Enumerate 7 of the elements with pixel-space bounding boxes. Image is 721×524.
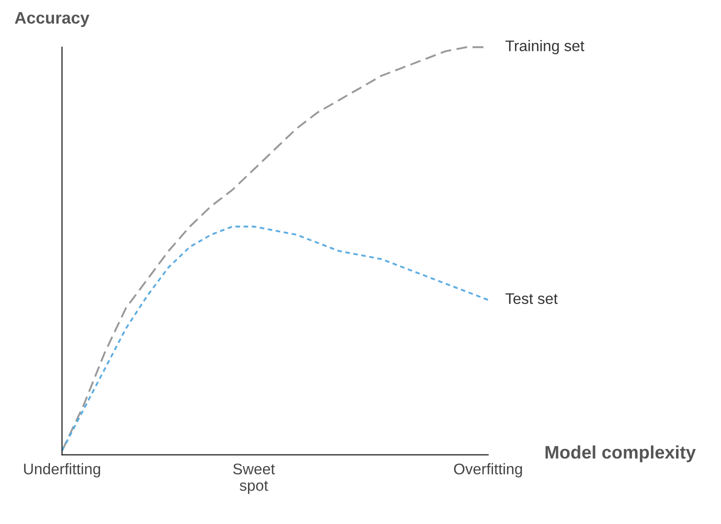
series-label: Test set <box>506 293 558 304</box>
x-tick-label: Overfitting <box>454 463 522 478</box>
series-label: Training set <box>506 40 584 54</box>
x-tick-label: Sweet spot <box>233 464 275 494</box>
x-tick-label: Underfitting <box>24 463 100 478</box>
y-axis-title: Accuracy <box>14 12 90 28</box>
x-axis-title: Model complexity <box>546 445 696 462</box>
